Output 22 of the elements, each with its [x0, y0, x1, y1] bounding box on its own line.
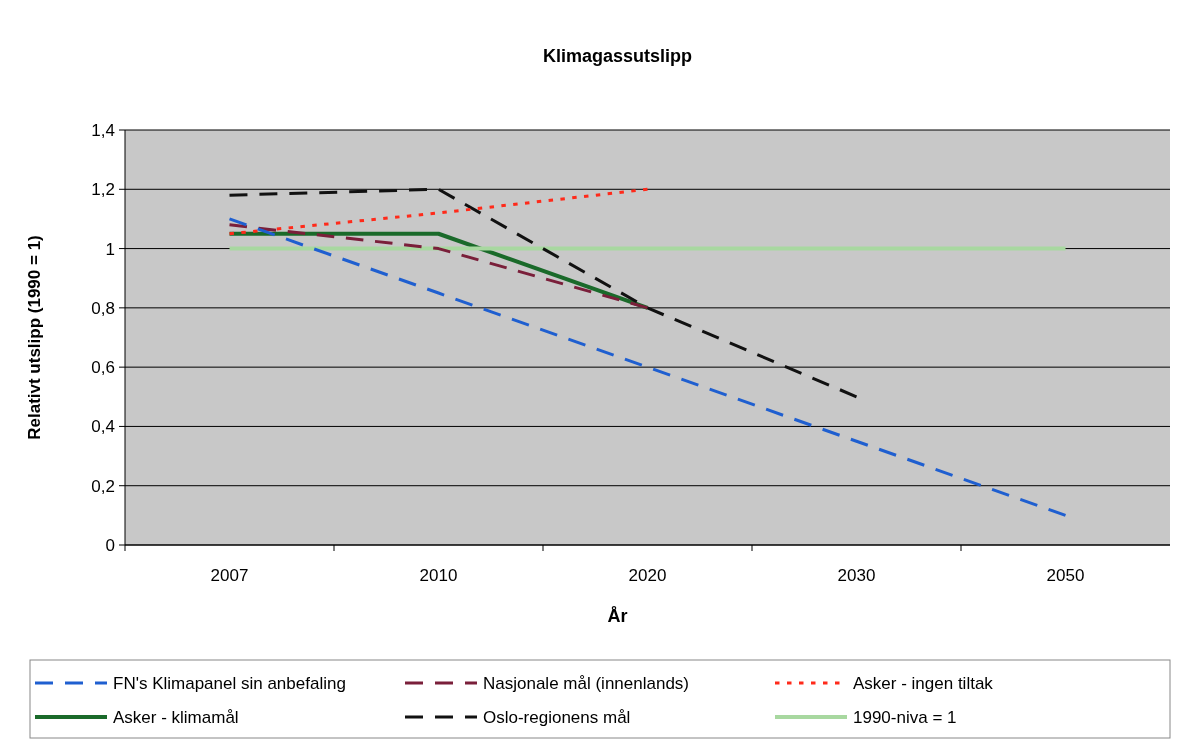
x-tick-label: 2007 [210, 566, 249, 585]
y-tick-label: 0 [105, 535, 115, 555]
y-tick-label: 0,6 [91, 358, 115, 378]
legend-label: Oslo-regionens mål [483, 707, 631, 727]
chart-title: Klimagassutslipp [542, 46, 693, 66]
y-tick-label: 0,4 [91, 417, 115, 437]
y-tick-label: 1,2 [91, 180, 115, 200]
y-tick-label: 1,4 [91, 120, 115, 140]
x-tick-label: 2020 [628, 566, 667, 585]
y-axis-title: Relativt utslipp (1990 = 1) [25, 235, 44, 440]
y-tick-label: 0,2 [91, 476, 115, 496]
x-tick-label: 2030 [837, 566, 876, 585]
x-tick-label: 2050 [1046, 566, 1085, 585]
y-tick-label: 1 [105, 239, 115, 259]
x-axis-title: År [607, 606, 628, 626]
legend-label: Asker - klimamål [113, 707, 239, 727]
legend-label: Asker - ingen tiltak [853, 673, 994, 693]
legend-label: FN's Klimapanel sin anbefaling [113, 673, 346, 693]
y-tick-label: 0,8 [91, 298, 115, 318]
legend-label: Nasjonale mål (innenlands) [483, 673, 690, 693]
x-tick-label: 2010 [419, 566, 458, 585]
legend-label: 1990-niva = 1 [853, 707, 957, 727]
